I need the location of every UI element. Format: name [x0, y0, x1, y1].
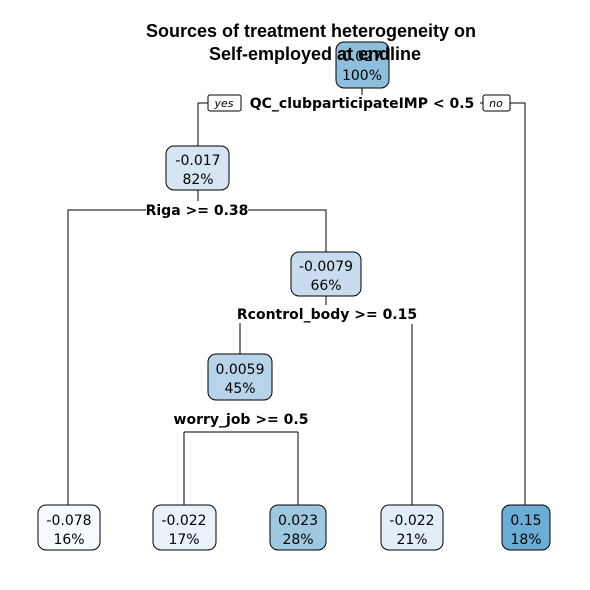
split-rcontrol-label: Rcontrol_body >= 0.15 [237, 307, 417, 323]
tree-edges [67, 88, 526, 505]
no-label: no [489, 97, 503, 110]
split-worry: worry_job >= 0.5 [174, 412, 309, 433]
edge-root-left [197, 102, 210, 146]
split-riga-label: Riga >= 0.38 [146, 203, 249, 219]
leaf-5-pct: 18% [510, 532, 541, 548]
leaf-4-box [380, 504, 444, 551]
node-mid: -0.0079 66% [290, 251, 362, 297]
node-root-value: 0.027 [342, 49, 382, 65]
leaf-4: -0.022 21% [380, 504, 444, 551]
leaf-2-pct: 17% [168, 532, 199, 548]
leaf-5-box [501, 504, 551, 551]
leaf-2: -0.022 17% [152, 504, 217, 551]
edge-root-right [480, 102, 526, 505]
node-mid-value: -0.0079 [299, 259, 353, 275]
title-line-2: Self-employed at endline [209, 44, 421, 64]
split-root-label: QC_clubparticipateIMP < 0.5 [250, 96, 475, 112]
yes-label: yes [213, 97, 233, 110]
node-left: -0.017 82% [165, 145, 230, 191]
leaf-5-value: 0.15 [510, 513, 541, 529]
leaf-3: 0.023 28% [269, 504, 327, 551]
node-left-value: -0.017 [175, 153, 220, 169]
node-root: 0.027 100% [335, 41, 390, 89]
leaf-4-value: -0.022 [389, 513, 434, 529]
leaf-1-box [37, 504, 101, 551]
leaf-4-pct: 21% [396, 532, 427, 548]
node-mid-box [290, 251, 362, 297]
node-root-pct: 100% [342, 68, 382, 84]
edge-riga-right [246, 209, 327, 252]
leaf-2-box [152, 504, 217, 551]
node-root-box [335, 41, 390, 89]
leaf-3-box [269, 504, 327, 551]
node-mid-pct: 66% [310, 278, 341, 294]
node-inner-value: 0.0059 [216, 362, 265, 378]
split-riga: Riga >= 0.38 [146, 201, 249, 219]
node-inner: 0.0059 45% [207, 353, 273, 401]
yes-label-box [207, 94, 242, 112]
edge-riga-left [67, 209, 148, 505]
leaf-3-pct: 28% [282, 532, 313, 548]
no-label-box [482, 94, 511, 112]
node-left-box [165, 145, 230, 191]
split-root: yes QC_clubparticipateIMP < 0.5 no [207, 94, 511, 112]
node-inner-pct: 45% [224, 381, 255, 397]
chart-title: Sources of treatment heterogeneity on [146, 21, 476, 41]
leaf-2-value: -0.022 [161, 513, 206, 529]
leaf-5: 0.15 18% [501, 504, 551, 551]
leaf-1: -0.078 16% [37, 504, 101, 551]
leaf-1-value: -0.078 [46, 513, 91, 529]
node-inner-box [207, 353, 273, 401]
title-line-1: Sources of treatment heterogeneity on [146, 21, 476, 41]
leaf-3-value: 0.023 [278, 513, 318, 529]
split-rcontrol: Rcontrol_body >= 0.15 [236, 305, 418, 323]
leaf-1-pct: 16% [53, 532, 84, 548]
node-left-pct: 82% [182, 172, 213, 188]
split-worry-label: worry_job >= 0.5 [174, 412, 309, 428]
